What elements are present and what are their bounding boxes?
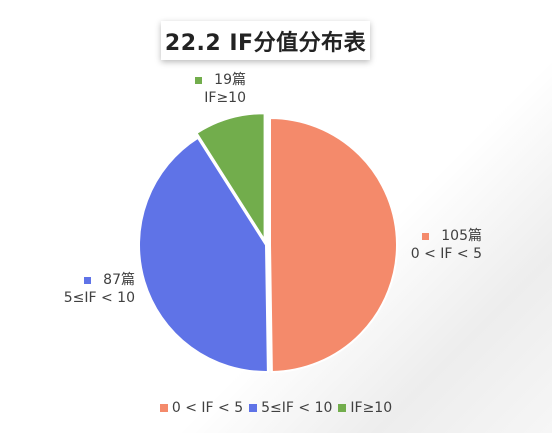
legend-label-2: IF≥10 — [350, 400, 393, 416]
data-label-swatch-2 — [195, 76, 203, 84]
chart-title: 22.2 IF分值分布表 — [164, 30, 367, 56]
data-label-0: 105篇 0 < IF < 5 — [411, 227, 482, 263]
chart-legend: 0 < IF < 5 5≤IF < 10 IF≥10 — [0, 400, 552, 416]
data-label-value-0: 105篇 — [441, 228, 482, 244]
legend-item-1[interactable]: 5≤IF < 10 — [249, 400, 332, 416]
legend-item-0[interactable]: 0 < IF < 5 — [159, 400, 244, 416]
legend-item-2[interactable]: IF≥10 — [338, 400, 392, 416]
legend-swatch-2 — [338, 404, 347, 412]
data-label-category-1: 5≤IF < 10 — [63, 290, 135, 306]
data-label-1: 87篇 5≤IF < 10 — [64, 271, 135, 307]
data-label-swatch-1 — [84, 276, 92, 284]
pie-slice-1[interactable] — [138, 136, 269, 373]
chart-title-box: 22.2 IF分值分布表 — [161, 21, 370, 60]
data-label-2: 19篇 IF≥10 — [195, 71, 246, 107]
legend-label-0: 0 < IF < 5 — [171, 400, 244, 416]
legend-swatch-1 — [249, 404, 258, 412]
legend-label-1: 5≤IF < 10 — [261, 400, 333, 416]
pie-slice-2[interactable] — [195, 112, 266, 244]
data-label-category-0: 0 < IF < 5 — [410, 246, 482, 262]
legend-swatch-0 — [159, 404, 168, 412]
data-label-value-1: 87篇 — [103, 272, 135, 288]
data-label-swatch-0 — [422, 232, 430, 240]
pie-slice-0[interactable] — [269, 116, 398, 373]
data-label-category-2: IF≥10 — [204, 90, 246, 106]
data-label-value-2: 19篇 — [214, 72, 246, 88]
